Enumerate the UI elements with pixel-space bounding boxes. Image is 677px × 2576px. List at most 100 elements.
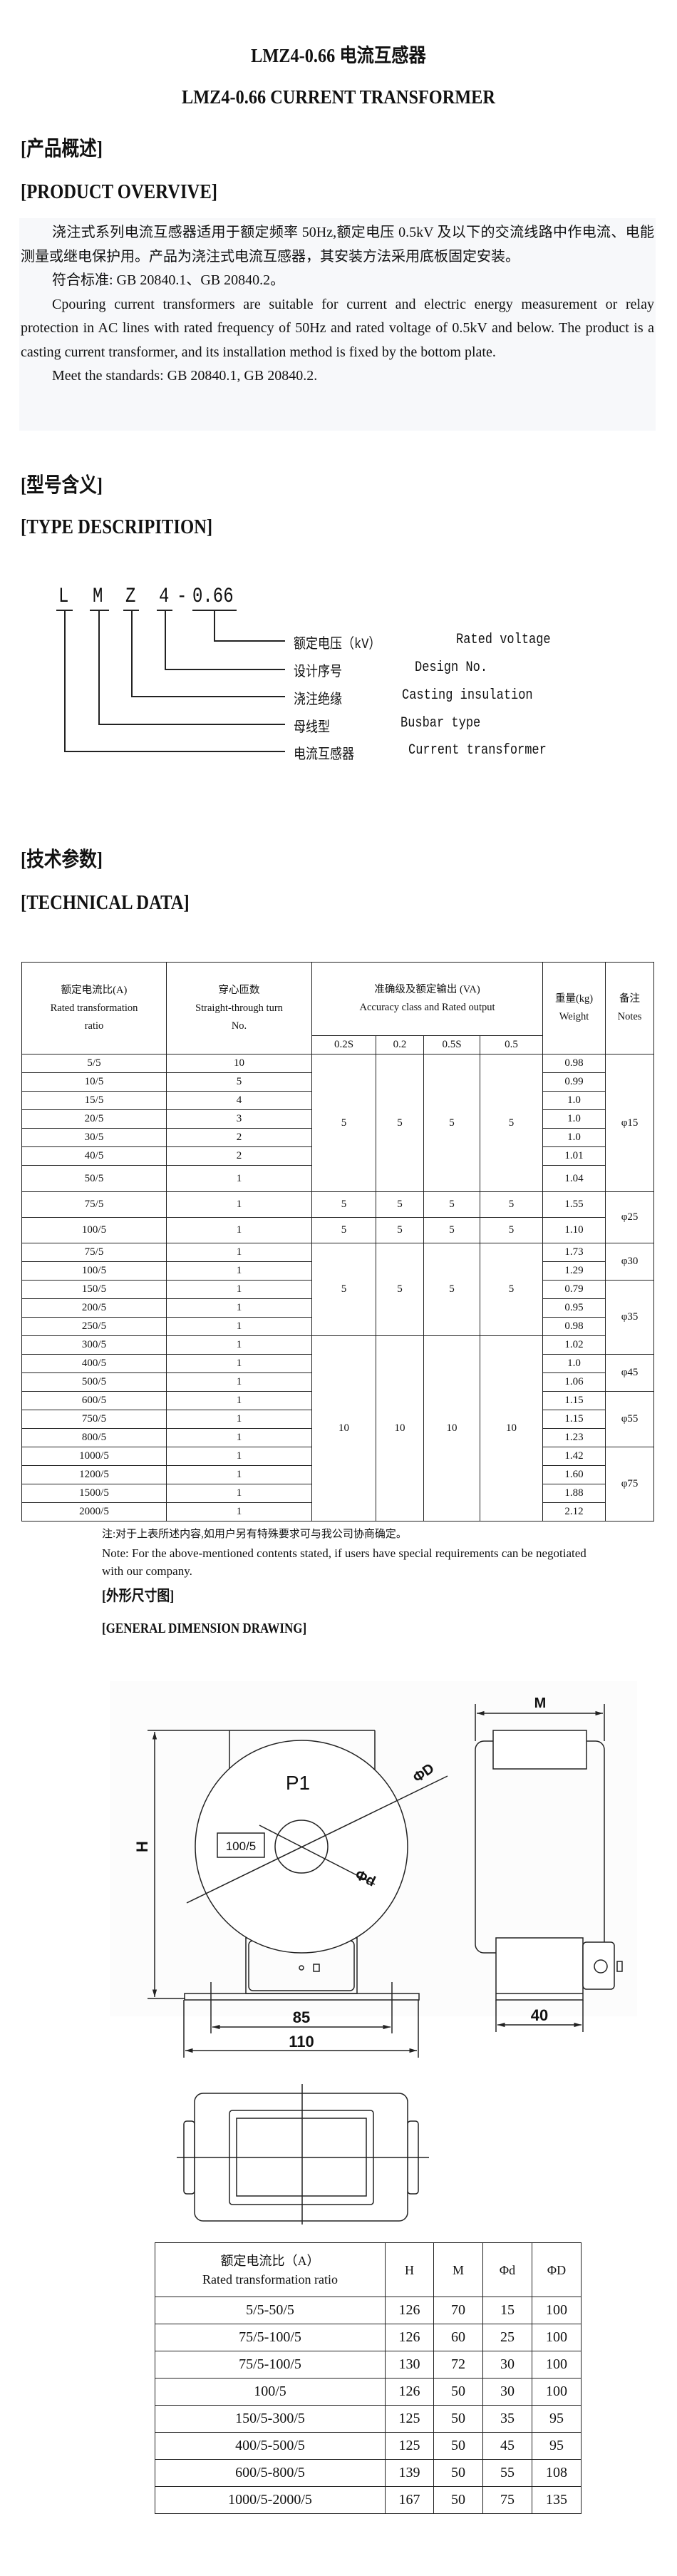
cell-notes: φ15 [605, 1054, 655, 1192]
cell-h: 126 [385, 2378, 434, 2406]
cell-turns: 1 [166, 1191, 312, 1218]
cell-turns: 3 [166, 1109, 312, 1129]
cell-ratio: 75/5 [21, 1243, 167, 1262]
nameplate-ratio: 100/5 [226, 1839, 257, 1853]
cell-turns: 1 [166, 1502, 312, 1522]
header-ratio: 额定电流比(A) Rated transformation ratio [21, 962, 167, 1054]
cell-output-0-2s: 5 [311, 1054, 376, 1192]
cell-output-0-2s: 5 [311, 1217, 376, 1243]
cell-weight: 1.55 [542, 1191, 606, 1218]
cell-h: 130 [385, 2351, 434, 2379]
dim-label-85: 85 [293, 2008, 310, 2026]
cell-ratio: 2000/5 [21, 1502, 167, 1522]
cell-output-0-2: 5 [376, 1054, 424, 1192]
type-label-en-voltage: Rated voltage [456, 632, 551, 648]
cell-ratio: 1000/5-2000/5 [155, 2486, 386, 2514]
cell-weight: 0.98 [542, 1054, 606, 1073]
cell-turns: 1 [166, 1261, 312, 1281]
table-row: 5/5-50/5 126 70 15 100 [155, 2297, 582, 2324]
section-heading-overview-cn: [产品概述] [21, 138, 103, 160]
cell-m: 72 [433, 2351, 483, 2379]
type-label-cn-busbar: 母线型 [294, 720, 330, 737]
section-heading-overview-en: [PRODUCT OVERVIVE] [21, 180, 218, 203]
cell-m: 50 [433, 2486, 483, 2514]
cell-ratio: 600/5-800/5 [155, 2459, 386, 2487]
cell-output-0-5: 5 [479, 1243, 544, 1336]
cell-weight: 1.60 [542, 1465, 606, 1484]
cell-m: 50 [433, 2405, 483, 2433]
cell-phi-D: 100 [532, 2297, 582, 2324]
cell-ratio: 200/5 [21, 1298, 167, 1318]
cell-h: 126 [385, 2324, 434, 2351]
header-class-0-2: 0.2 [376, 1035, 424, 1054]
dim-header-phi-d: Φd [482, 2242, 532, 2297]
cell-h: 125 [385, 2432, 434, 2460]
cell-turns: 1 [166, 1317, 312, 1336]
type-label-en-ct: Current transformer [408, 742, 547, 759]
header-class-0-2s: 0.2S [311, 1035, 376, 1054]
cell-weight: 1.15 [542, 1410, 606, 1429]
cell-phi-d: 25 [482, 2324, 532, 2351]
cell-weight: 0.99 [542, 1072, 606, 1092]
base-plate [184, 1993, 420, 2001]
cell-output-0-5s: 5 [423, 1217, 480, 1243]
overview-standard-cn: 符合标准: GB 20840.1、GB 20840.2。 [52, 272, 285, 288]
cell-output-0-2: 10 [376, 1335, 424, 1522]
cell-h: 126 [385, 2297, 434, 2324]
cell-turns: 2 [166, 1128, 312, 1147]
cell-notes: φ25 [605, 1191, 655, 1243]
table-row: 150/5 1 0.79 φ35 [21, 1280, 655, 1355]
cell-output-0-2: 5 [376, 1243, 424, 1336]
cell-turns: 1 [166, 1217, 312, 1243]
cell-phi-d: 45 [482, 2432, 532, 2460]
cell-h: 125 [385, 2405, 434, 2433]
primary-hole [274, 1820, 329, 1874]
cell-turns: 1 [166, 1298, 312, 1318]
cell-ratio: 400/5-500/5 [155, 2432, 386, 2460]
cell-phi-d: 30 [482, 2378, 532, 2406]
cell-turns: 1 [166, 1410, 312, 1429]
cell-ratio: 750/5 [21, 1410, 167, 1429]
cell-ratio: 500/5 [21, 1372, 167, 1392]
terminal-screw-icon [299, 1965, 304, 1971]
dim-label-110: 110 [289, 2033, 314, 2051]
cell-output-0-2s: 5 [311, 1191, 376, 1218]
cell-notes: φ30 [605, 1243, 655, 1281]
header-weight: 重量(kg) Weight [542, 962, 606, 1054]
cell-phi-D: 95 [532, 2405, 582, 2433]
cell-ratio: 5/5 [21, 1054, 167, 1073]
table-row: 100/5 1 1.29 [21, 1261, 654, 1281]
table-row: 75/5 1 5 5 5 5 1.73 φ30 [21, 1243, 655, 1336]
cell-ratio: 400/5 [21, 1354, 167, 1373]
cell-weight: 1.0 [542, 1354, 606, 1373]
cell-m: 50 [433, 2378, 483, 2406]
label-p1: P1 [286, 1772, 310, 1794]
cell-ratio: 10/5 [21, 1072, 167, 1092]
dim-label-h: H [133, 1841, 151, 1852]
cell-turns: 1 [166, 1165, 312, 1192]
cell-turns: 1 [166, 1280, 312, 1299]
page-title-cn: LMZ4-0.66 电流互感器 [251, 45, 426, 66]
cell-ratio: 50/5 [21, 1165, 167, 1192]
cell-weight: 1.73 [542, 1243, 606, 1262]
cell-weight: 1.10 [542, 1217, 606, 1243]
cell-phi-d: 30 [482, 2351, 532, 2379]
technical-data-table: 额定电流比(A) Rated transformation ratio 穿心匝数 St… [21, 962, 655, 1522]
header-turns: 穿心匝数 Straight-through turn No. [166, 962, 312, 1054]
table-row: 5/5 10 5 5 5 5 0.98 φ15 [21, 1054, 655, 1192]
cell-weight: 1.0 [542, 1091, 606, 1110]
cell-phi-d: 15 [482, 2297, 532, 2324]
table-row: 30/5 2 1.0 [21, 1128, 654, 1147]
table-row: 100/5 1 5 5 5 5 1.10 [21, 1217, 654, 1243]
cell-turns: 1 [166, 1447, 312, 1466]
dim-header-ratio: 额定电流比（A） Rated transformation ratio [155, 2242, 386, 2297]
table-row: 75/5 1 5 5 5 5 1.55 φ25 [21, 1191, 655, 1243]
overview-paragraph-en: Cpouring current transformers are suitab… [21, 296, 654, 360]
cell-ratio: 1500/5 [21, 1484, 167, 1503]
cell-output-0-5: 10 [479, 1335, 544, 1522]
table-row: 20/5 3 1.0 [21, 1109, 654, 1129]
code-letter-m: M [93, 585, 103, 609]
cell-weight: 1.0 [542, 1128, 606, 1147]
table-note-cn: 注:对于上表所述内容,如用户另有特殊要求可与我公司协商确定。 [102, 1529, 407, 1540]
cell-notes: φ55 [605, 1391, 655, 1447]
